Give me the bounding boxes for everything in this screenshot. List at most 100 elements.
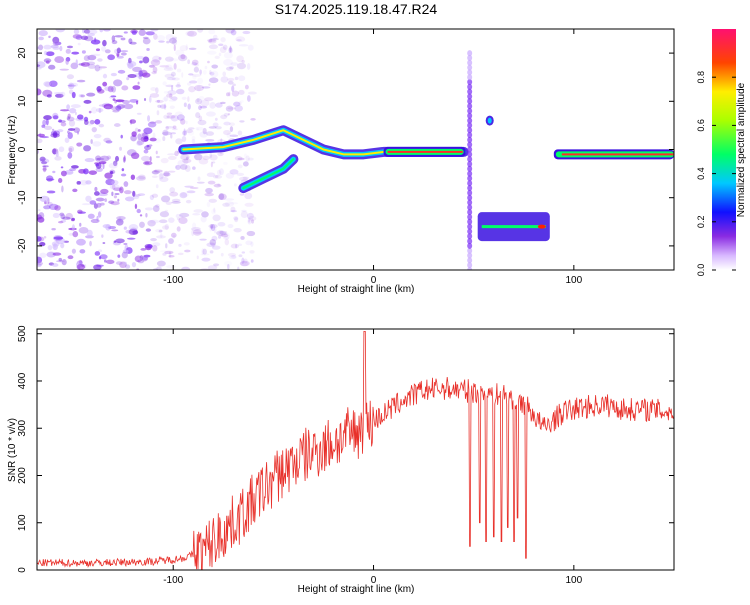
noise-blob bbox=[181, 96, 187, 100]
streak-blob bbox=[467, 175, 473, 182]
noise-blob bbox=[98, 256, 102, 260]
streak-blob bbox=[467, 262, 473, 269]
streak-blob bbox=[467, 132, 473, 139]
noise-blob bbox=[159, 172, 164, 179]
noise-blob bbox=[127, 62, 134, 69]
noise-blob bbox=[156, 99, 161, 103]
noise-blob bbox=[138, 257, 143, 261]
noise-blob bbox=[172, 36, 177, 40]
streak-blob bbox=[467, 69, 473, 76]
noise-blob bbox=[167, 170, 176, 173]
noise-blob bbox=[162, 252, 167, 256]
noise-blob bbox=[94, 64, 101, 72]
noise-blob bbox=[193, 209, 204, 213]
noise-blob bbox=[60, 121, 67, 127]
noise-blob bbox=[101, 234, 104, 238]
noise-blob bbox=[240, 211, 249, 219]
noise-blob bbox=[236, 62, 247, 70]
noise-blob bbox=[108, 162, 118, 169]
noise-blob bbox=[139, 255, 149, 262]
noise-blob bbox=[192, 229, 202, 236]
noise-blob bbox=[113, 195, 118, 199]
noise-blob bbox=[205, 139, 215, 142]
colorbar-tick-label: 0.2 bbox=[696, 216, 706, 229]
noise-blob bbox=[165, 126, 169, 130]
noise-blob bbox=[218, 52, 222, 57]
noise-blob bbox=[176, 81, 181, 87]
noise-blob bbox=[196, 181, 205, 184]
noise-blob bbox=[214, 126, 222, 130]
noise-blob bbox=[158, 40, 165, 43]
noise-blob bbox=[137, 81, 140, 85]
noise-blob bbox=[146, 144, 150, 148]
noise-blob bbox=[126, 237, 136, 240]
noise-blob bbox=[163, 170, 170, 177]
noise-blob bbox=[195, 126, 204, 131]
noise-blob bbox=[228, 91, 231, 97]
streak-blob bbox=[467, 59, 473, 66]
noise-blob bbox=[187, 103, 191, 110]
noise-blob bbox=[191, 135, 196, 141]
noise-blob bbox=[142, 36, 149, 39]
noise-blob bbox=[108, 200, 115, 204]
noise-blob bbox=[170, 232, 177, 238]
snr-y-axis-label: SNR (10 * v/v) bbox=[7, 418, 18, 482]
noise-blob bbox=[160, 157, 169, 164]
noise-blob bbox=[204, 97, 214, 102]
noise-blob bbox=[236, 172, 245, 177]
noise-blob bbox=[111, 85, 117, 93]
noise-blob bbox=[210, 38, 220, 41]
noise-blob bbox=[90, 218, 100, 224]
shifted-segment-peak bbox=[537, 224, 546, 229]
noise-blob bbox=[151, 170, 159, 175]
noise-blob bbox=[147, 244, 153, 249]
noise-blob bbox=[239, 193, 245, 196]
noise-blob bbox=[122, 249, 129, 254]
noise-blob bbox=[149, 156, 152, 162]
noise-blob bbox=[39, 156, 46, 162]
noise-blob bbox=[129, 98, 139, 103]
noise-blob bbox=[191, 227, 201, 231]
isolated-blob-core bbox=[487, 117, 492, 124]
noise-blob bbox=[97, 58, 103, 62]
noise-blob bbox=[204, 65, 208, 70]
noise-blob bbox=[103, 137, 111, 143]
noise-blob bbox=[251, 219, 254, 224]
noise-blob bbox=[73, 29, 80, 35]
spectrogram-y-axis-label: Frequency (Hz) bbox=[7, 116, 18, 185]
noise-blob bbox=[52, 131, 58, 138]
streak-blob bbox=[467, 127, 473, 134]
noise-blob bbox=[236, 39, 242, 42]
noise-blob bbox=[116, 216, 126, 221]
noise-blob bbox=[89, 240, 92, 247]
noise-blob bbox=[241, 60, 245, 64]
noise-blob bbox=[200, 253, 210, 256]
noise-blob bbox=[109, 184, 120, 190]
noise-blob bbox=[156, 265, 162, 270]
noise-blob bbox=[199, 131, 208, 138]
noise-blob bbox=[158, 173, 164, 180]
noise-blob bbox=[241, 209, 247, 213]
noise-blob bbox=[208, 224, 218, 229]
noise-blob bbox=[91, 126, 97, 133]
noise-blob bbox=[77, 42, 81, 46]
noise-blob bbox=[38, 44, 44, 51]
noise-blob bbox=[205, 131, 215, 136]
noise-blob bbox=[124, 196, 135, 202]
streak-blob bbox=[467, 122, 473, 129]
noise-blob bbox=[55, 151, 59, 154]
noise-blob bbox=[212, 174, 223, 179]
noise-blob bbox=[238, 89, 245, 96]
noise-blob bbox=[71, 91, 76, 99]
noise-blob bbox=[227, 113, 231, 116]
noise-blob bbox=[115, 218, 124, 226]
noise-blob bbox=[225, 66, 234, 71]
noise-blob bbox=[210, 223, 214, 230]
streak-blob bbox=[467, 238, 473, 245]
noise-blob bbox=[201, 248, 205, 255]
noise-blob bbox=[66, 171, 74, 174]
noise-blob bbox=[123, 31, 128, 34]
noise-blob bbox=[188, 80, 198, 84]
noise-blob bbox=[70, 165, 79, 169]
